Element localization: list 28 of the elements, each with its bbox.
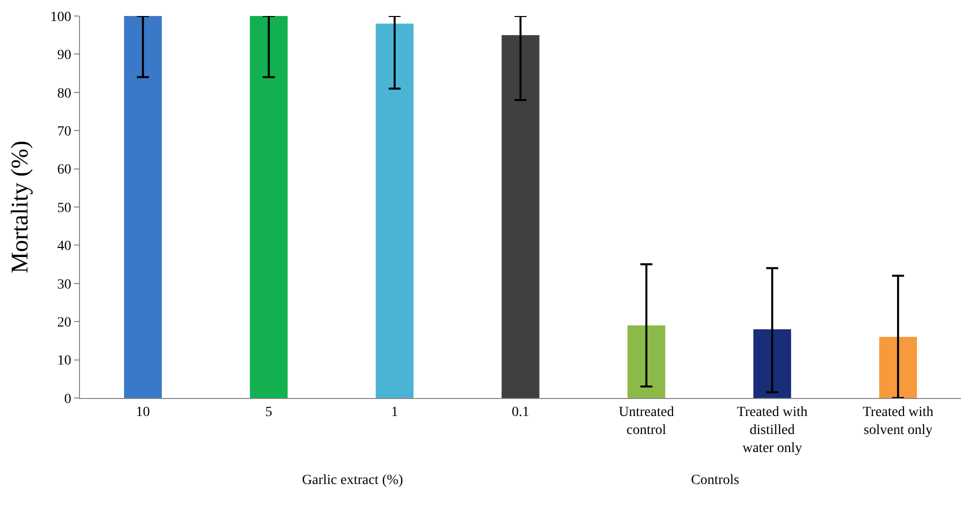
- bar: [124, 16, 162, 398]
- bar: [376, 24, 414, 398]
- y-tick-label: 30: [57, 277, 72, 292]
- text: Garlic extract (%): [302, 473, 404, 488]
- y-tick-label: 70: [57, 124, 72, 140]
- x-tick-label: 1: [391, 404, 398, 420]
- text: Controls: [691, 473, 740, 488]
- bar: [627, 325, 666, 398]
- x-tick-label: Untreated control: [618, 404, 674, 438]
- x-tick-label: 0.1: [512, 404, 530, 420]
- bar: [250, 16, 288, 398]
- y-tick-label: 20: [57, 316, 72, 330]
- y-tick-label: 100: [50, 10, 72, 25]
- y-axis-title: Mortality (%): [7, 140, 34, 274]
- x-tick-label: 5: [265, 404, 272, 420]
- bar: [502, 35, 540, 398]
- y-tick-label: 10: [57, 354, 72, 369]
- y-tick-label: 40: [57, 239, 72, 254]
- y-tick-label: 90: [57, 48, 72, 64]
- y-tick-label: 50: [57, 200, 72, 216]
- x-tick-label: Treated with solvent only: [862, 404, 934, 438]
- y-tick-label: 0: [64, 392, 72, 407]
- y-tick-label: 80: [57, 86, 72, 102]
- bar: [879, 336, 917, 398]
- x-tick-label: Treated with distilled water only: [736, 404, 808, 456]
- bar: [753, 329, 792, 398]
- y-tick-label: 60: [57, 162, 72, 178]
- x-tick-label: 10: [136, 404, 150, 420]
